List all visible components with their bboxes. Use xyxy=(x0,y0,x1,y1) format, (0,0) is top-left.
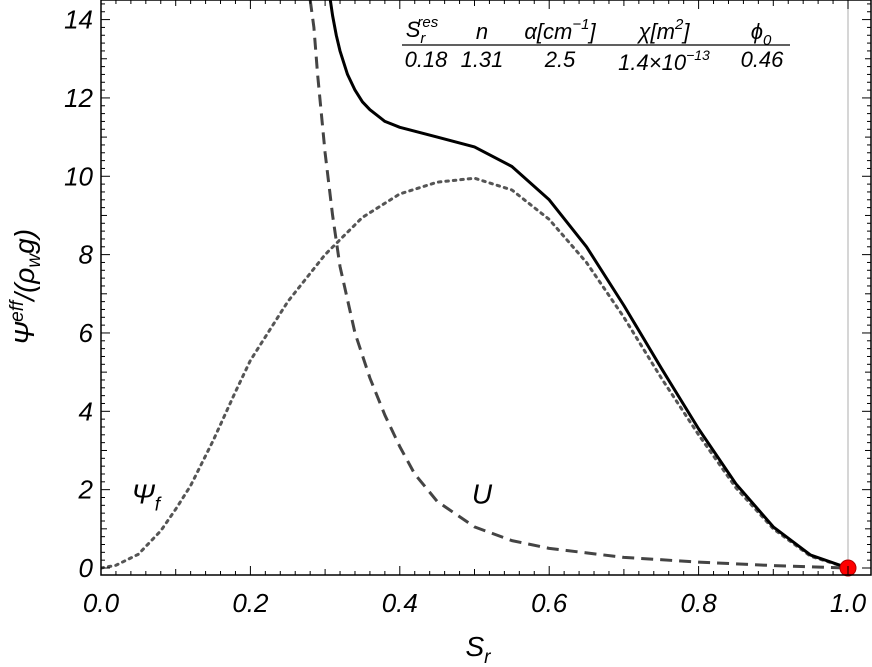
y-axis-title-end: g) xyxy=(9,229,40,254)
x-axis-title-sub: r xyxy=(484,647,491,667)
y-tick-label: 2 xyxy=(78,475,94,505)
y-tick-label: 4 xyxy=(79,396,93,426)
param-header-phi0: ϕ0 xyxy=(751,19,772,49)
param-header-alpha: α[cm−1] xyxy=(524,16,596,44)
param-value-alpha: 2.5 xyxy=(544,47,576,72)
y-tick-label: 12 xyxy=(64,83,93,113)
y-tick-label: 6 xyxy=(79,318,94,348)
series-solid-line xyxy=(328,0,849,570)
y-axis-title-sup: eff xyxy=(7,299,28,322)
x-tick-label: 0.2 xyxy=(232,588,269,618)
x-tick-label: 0.4 xyxy=(382,588,418,618)
series-dotted-line xyxy=(101,176,850,570)
x-tick-label: 0.0 xyxy=(83,588,120,618)
x-axis-title-main: S xyxy=(465,631,484,662)
y-axis-title-rest: /(ρ xyxy=(9,268,40,303)
x-axis-title: Sr xyxy=(465,631,491,667)
param-header-n: n xyxy=(476,19,488,44)
parameter-table: Srres n α[cm−1] χ[m2] ϕ0 0.18 1.31 2.5 1… xyxy=(402,14,790,75)
annotation-psi-f: Ψf xyxy=(132,479,162,516)
param-value-phi0: 0.46 xyxy=(741,47,785,72)
y-tick-label: 8 xyxy=(79,240,94,270)
y-tick-label: 14 xyxy=(64,5,93,35)
param-value-n: 1.31 xyxy=(461,47,504,72)
y-axis-title: Ψeff/(ρwg) xyxy=(7,229,45,345)
param-value-sres: 0.18 xyxy=(405,47,449,72)
param-header-sres: Srres xyxy=(406,14,439,47)
y-axis-title-main: Ψ xyxy=(9,321,40,345)
x-tick-label: 1.0 xyxy=(830,588,867,618)
y-axis-title-sub: w xyxy=(24,253,45,268)
y-tick-label: 0 xyxy=(79,553,94,583)
annotation-u: U xyxy=(472,479,493,510)
plot-frame xyxy=(100,0,872,576)
y-tick-label: 10 xyxy=(64,161,93,191)
param-value-chi: 1.4×10−13 xyxy=(618,47,710,75)
x-tick-label: 0.6 xyxy=(531,588,568,618)
param-header-chi: χ[m2] xyxy=(637,16,691,44)
x-tick-label: 0.8 xyxy=(681,588,718,618)
series-dashed-line xyxy=(308,0,849,570)
